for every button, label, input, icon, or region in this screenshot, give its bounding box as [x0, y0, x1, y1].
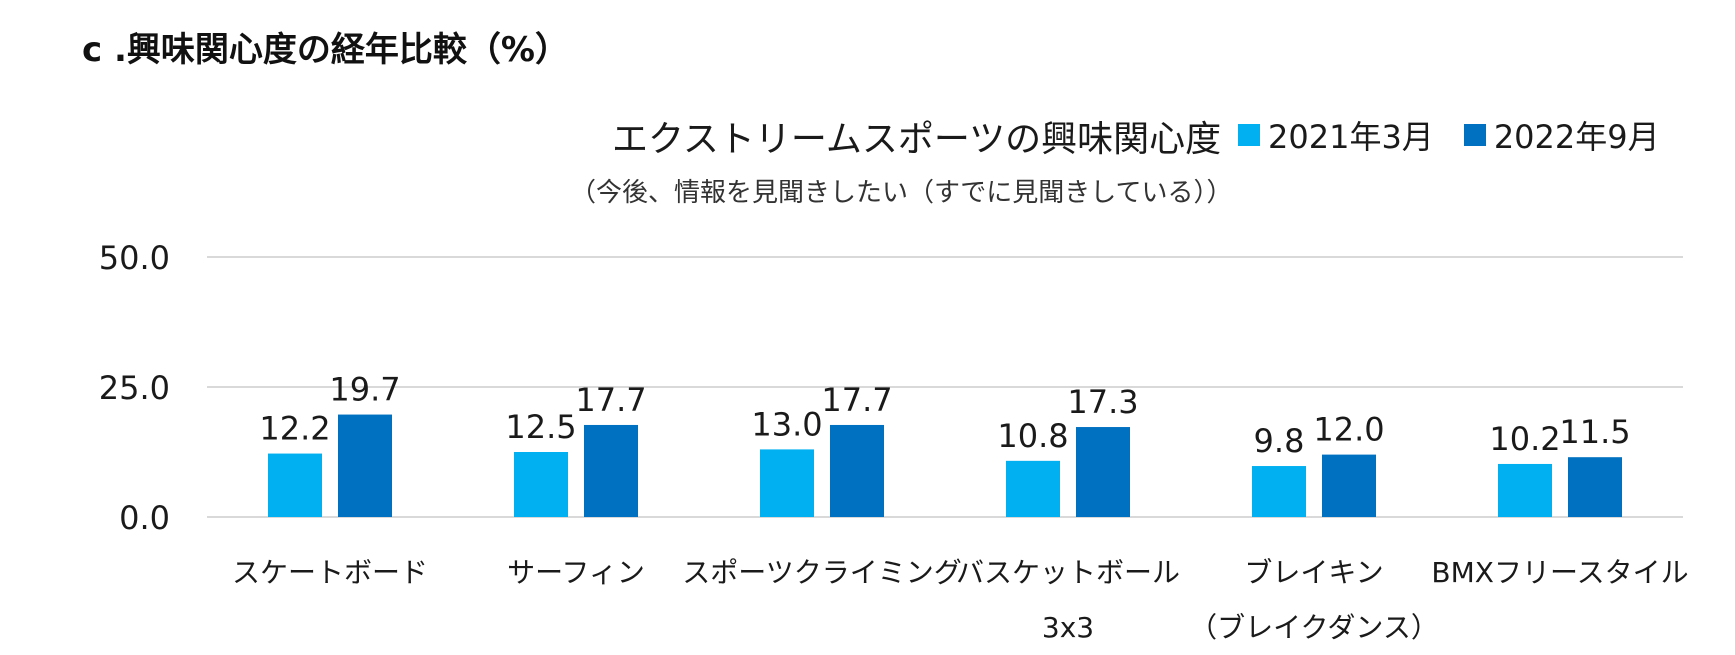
bar-5-1: [1568, 457, 1622, 517]
data-label-3-1: 17.3: [1067, 383, 1138, 421]
category-label-4-0: ブレイキン: [1244, 556, 1383, 589]
category-label-3-0: バスケットボール: [956, 556, 1180, 589]
bar-2-1: [830, 424, 884, 517]
bar-0-0: [268, 453, 322, 517]
bar-0-1: [338, 414, 392, 517]
y-tick-label-0: 0.0: [119, 499, 170, 537]
bar-4-0: [1252, 466, 1306, 517]
bar-1-1: [584, 424, 638, 517]
category-label-3-1: 3x3: [1042, 611, 1094, 644]
category-label-1-0: サーフィン: [507, 556, 645, 589]
bar-1-0: [514, 452, 568, 517]
bar-3-0: [1006, 460, 1060, 517]
category-label-0-0: スケートボード: [232, 556, 428, 589]
data-label-2-1: 17.7: [821, 381, 892, 419]
category-label-4-1: （ブレイクダンス）: [1189, 611, 1439, 644]
bar-4-1: [1322, 454, 1376, 517]
data-label-5-1: 11.5: [1559, 413, 1630, 451]
category-label-2-0: スポーツクライミング: [682, 556, 961, 589]
data-label-4-1: 12.0: [1313, 411, 1384, 449]
legend: 2021年3月 2022年9月: [1238, 112, 1660, 158]
data-label-1-1: 17.7: [575, 381, 646, 419]
data-label-2-0: 13.0: [751, 405, 822, 443]
legend-label-2021: 2021年3月: [1268, 118, 1434, 156]
y-tick-label-2: 50.0: [99, 239, 170, 277]
data-label-3-0: 10.8: [997, 417, 1068, 455]
legend-swatch-2022: [1463, 124, 1486, 146]
legend-swatch-2021: [1238, 124, 1260, 146]
chart-subtitle: （今後、情報を見聞きしたい（すでに見聞きしている））: [570, 178, 1233, 208]
chart-title: エクストリームスポーツの興味関心度: [612, 119, 1222, 160]
bar-5-0: [1498, 463, 1552, 517]
y-tick-label-1: 25.0: [99, 369, 170, 407]
data-label-1-0: 12.5: [505, 408, 576, 446]
data-label-0-1: 19.7: [329, 371, 400, 409]
section-heading: c .興味関心度の経年比較（%）: [82, 30, 569, 70]
legend-label-2022: 2022年9月: [1493, 118, 1660, 156]
legend-item-2021: 2021年3月: [1238, 112, 1434, 158]
data-label-5-0: 10.2: [1489, 420, 1560, 458]
legend-item-2022: 2022年9月: [1463, 112, 1660, 158]
bar-3-1: [1076, 427, 1130, 517]
category-label-5-0: BMXフリースタイル: [1431, 556, 1688, 589]
data-label-0-0: 12.2: [259, 410, 330, 448]
bar-2-0: [760, 449, 814, 517]
data-label-4-0: 9.8: [1254, 422, 1305, 460]
